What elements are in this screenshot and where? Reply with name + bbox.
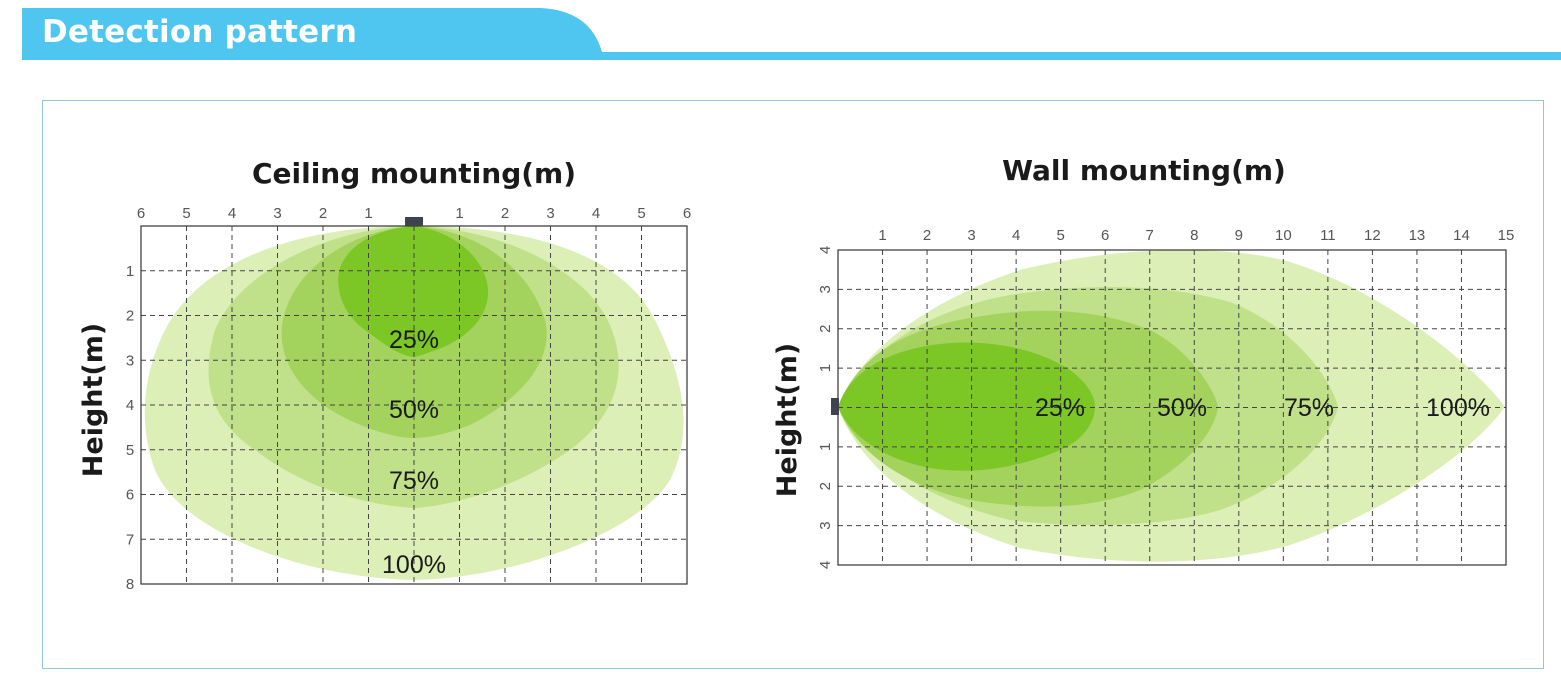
wall-diagram: Wall mounting(m) Height(m) 1 2 3 4 5 6 7 8 9 10 11… xyxy=(772,154,1514,569)
x-tick-label: 7 xyxy=(1146,227,1154,244)
y-tick-label: 3 xyxy=(126,352,134,369)
x-tick-label: 10 xyxy=(1275,227,1292,244)
ceiling-y-axis-title: Height(m) xyxy=(78,323,109,477)
y-tick-label: 2 xyxy=(126,308,134,325)
wall-title: Wall mounting(m) xyxy=(1002,154,1286,187)
y-tick-label: 4 xyxy=(126,397,134,414)
x-tick-label: 1 xyxy=(455,205,463,222)
zone-label-50: 50% xyxy=(389,396,439,424)
wall-zone-labels: 25% 50% 75% 100% xyxy=(1035,394,1490,422)
x-tick-label: 6 xyxy=(683,205,691,222)
x-tick-label: 2 xyxy=(501,205,509,222)
wall-sensor-icon xyxy=(831,398,839,415)
ceiling-zones xyxy=(144,226,684,580)
ceiling-diagram: Ceiling mounting(m) Height(m) 6 5 4 3 2 1 1 2 3 4… xyxy=(78,157,691,593)
wall-zones xyxy=(838,250,1505,562)
x-tick-label: 3 xyxy=(546,205,554,222)
zone-label-50: 50% xyxy=(1157,394,1207,422)
x-tick-label: 5 xyxy=(1056,227,1064,244)
x-tick-label: 13 xyxy=(1409,227,1426,244)
header-banner xyxy=(22,8,1561,60)
y-tick-label: 3 xyxy=(817,285,834,293)
x-tick-label: 1 xyxy=(364,205,372,222)
zone-label-75: 75% xyxy=(389,467,439,495)
y-tick-label: 2 xyxy=(817,325,834,333)
x-tick-label: 9 xyxy=(1235,227,1243,244)
x-tick-label: 11 xyxy=(1320,227,1336,244)
x-tick-label: 3 xyxy=(967,227,975,244)
y-tick-label: 3 xyxy=(817,521,834,529)
x-tick-label: 3 xyxy=(273,205,281,222)
x-tick-label: 4 xyxy=(1012,227,1020,244)
ceiling-sensor-icon xyxy=(405,217,423,226)
ceiling-title: Ceiling mounting(m) xyxy=(252,157,576,190)
section-title: Detection pattern xyxy=(42,14,358,50)
y-tick-label: 7 xyxy=(126,531,134,548)
ceiling-y-ticks: 1 2 3 4 5 6 7 8 xyxy=(126,263,134,593)
wall-grid xyxy=(838,250,1506,565)
x-tick-label: 6 xyxy=(1101,227,1109,244)
y-tick-label: 1 xyxy=(817,443,834,451)
x-tick-label: 5 xyxy=(182,205,190,222)
zone-25 xyxy=(338,226,489,357)
x-tick-label: 2 xyxy=(923,227,931,244)
x-tick-label: 4 xyxy=(592,205,600,222)
y-tick-label: 4 xyxy=(817,246,834,254)
x-tick-label: 5 xyxy=(637,205,645,222)
wall-x-ticks: 1 2 3 4 5 6 7 8 9 10 11 12 13 14 15 xyxy=(878,227,1514,244)
y-tick-label: 6 xyxy=(126,487,134,504)
wall-y-axis-title: Height(m) xyxy=(772,343,803,497)
y-tick-label: 8 xyxy=(126,576,134,593)
zone-label-75: 75% xyxy=(1284,394,1334,422)
zone-label-25: 25% xyxy=(389,326,439,354)
zone-label-100: 100% xyxy=(382,551,446,579)
zone-25 xyxy=(838,342,1095,471)
zone-label-100: 100% xyxy=(1426,394,1490,422)
x-tick-label: 12 xyxy=(1364,227,1381,244)
ceiling-x-ticks: 6 5 4 3 2 1 1 2 3 4 5 6 xyxy=(137,205,691,222)
x-tick-label: 2 xyxy=(319,205,327,222)
y-tick-label: 2 xyxy=(817,482,834,490)
x-tick-label: 1 xyxy=(878,227,886,244)
ceiling-grid xyxy=(141,226,687,584)
zone-label-25: 25% xyxy=(1035,394,1085,422)
x-tick-label: 14 xyxy=(1453,227,1470,244)
x-tick-label: 4 xyxy=(228,205,236,222)
x-tick-label: 6 xyxy=(137,205,145,222)
x-tick-label: 8 xyxy=(1190,227,1198,244)
section-header: Detection pattern xyxy=(0,0,1561,64)
x-tick-label: 15 xyxy=(1498,227,1515,244)
y-tick-label: 1 xyxy=(126,263,134,280)
y-tick-label: 5 xyxy=(126,442,134,459)
diagram-panel xyxy=(42,100,1544,669)
ceiling-zone-labels: 100% 75% 50% 25% xyxy=(382,326,446,579)
wall-y-ticks: 4 3 2 1 1 2 3 4 xyxy=(817,246,834,569)
y-tick-label: 4 xyxy=(817,561,834,569)
y-tick-label: 1 xyxy=(817,364,834,372)
